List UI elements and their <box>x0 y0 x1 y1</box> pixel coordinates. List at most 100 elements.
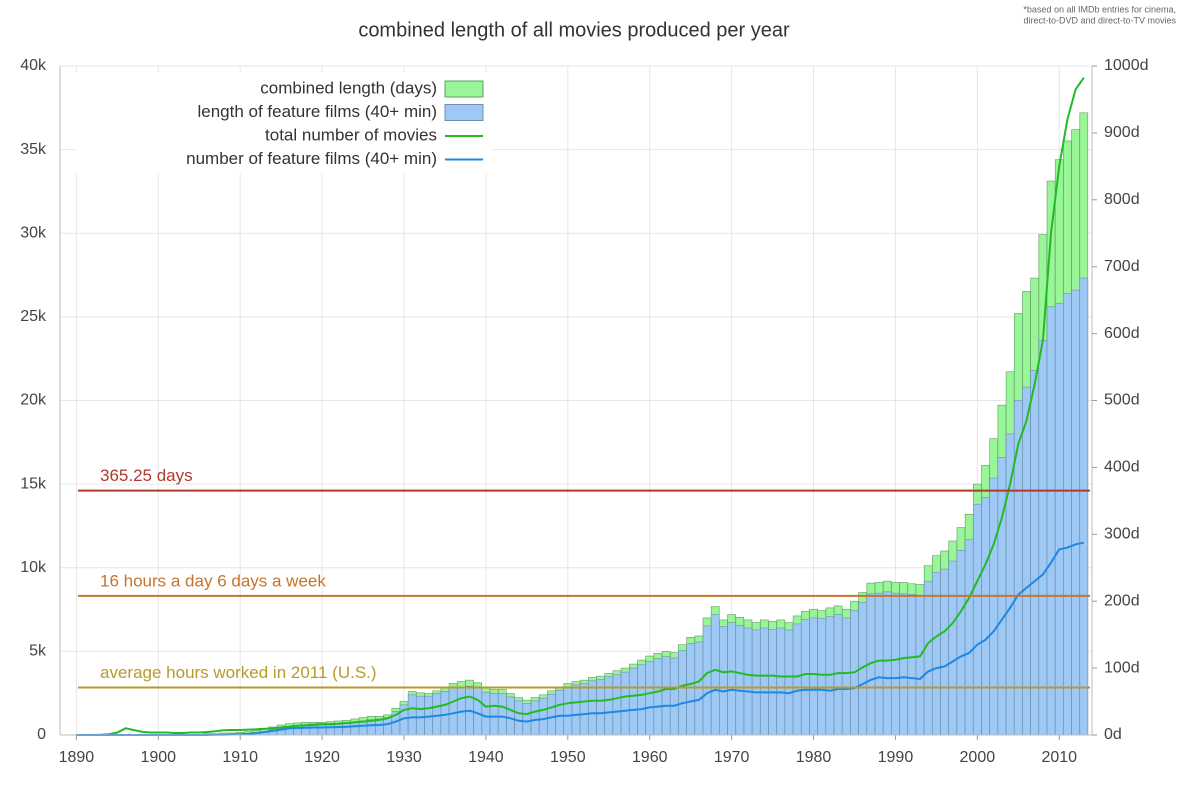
bar <box>661 656 671 736</box>
x-tick-label: 1970 <box>714 749 750 766</box>
y-tick-label: 5k <box>29 643 47 660</box>
legend: combined length (days) length of feature … <box>75 72 493 174</box>
x-tick-label: 1940 <box>468 749 504 766</box>
legend-swatch <box>444 80 484 98</box>
x-tick-label: 2010 <box>1041 749 1077 766</box>
bar <box>915 594 925 736</box>
line <box>76 77 1085 736</box>
bar <box>1046 306 1056 736</box>
bar <box>375 718 384 736</box>
y-tick-label: 10k <box>20 559 47 576</box>
bar <box>801 618 810 736</box>
bar <box>817 618 827 736</box>
bar <box>358 720 368 736</box>
bar <box>489 693 499 736</box>
y2-tick-label: 700d <box>1104 258 1140 275</box>
y2-tick-label: 900d <box>1104 124 1140 141</box>
y-tick-label: 15k <box>20 475 47 492</box>
y2-tick-label: 400d <box>1104 459 1140 476</box>
bar <box>989 477 999 736</box>
y2-tick-label: 600d <box>1104 325 1140 342</box>
bar <box>768 628 777 736</box>
chart-title: combined length of all movies produced p… <box>358 19 790 41</box>
bar <box>694 641 704 736</box>
x-tick-label: 1900 <box>140 749 176 766</box>
bar <box>588 680 597 736</box>
x-tick-label: 1960 <box>632 749 668 766</box>
x-tick-label: 1950 <box>550 749 586 766</box>
y-tick-label: 35k <box>20 141 47 158</box>
legend-label: combined length (days) <box>260 78 437 97</box>
bar <box>751 629 761 736</box>
bar <box>719 626 728 736</box>
bar <box>506 696 515 736</box>
y2-tick-label: 300d <box>1104 526 1140 543</box>
legend-box <box>75 72 493 174</box>
bar <box>678 650 687 736</box>
bar <box>620 671 630 736</box>
bar <box>1054 303 1064 736</box>
bar <box>1071 289 1080 736</box>
x-tick-label: 1930 <box>386 749 422 766</box>
bar <box>735 624 745 736</box>
bar <box>579 683 589 736</box>
y-tick-label: 30k <box>20 224 47 241</box>
y2-tick-label: 0d <box>1104 726 1122 743</box>
annotation-label: average hours worked in 2011 (U.S.) <box>100 663 377 682</box>
y-tick-label: 40k <box>20 57 47 74</box>
bar <box>702 625 712 736</box>
bar <box>1038 339 1048 736</box>
bar <box>841 617 851 736</box>
bar <box>407 694 417 736</box>
bar <box>481 691 491 736</box>
bar <box>1063 293 1072 736</box>
lines <box>76 77 1085 736</box>
annotation-label: 16 hours a day 6 days a week <box>100 571 326 590</box>
bar <box>964 539 974 736</box>
x-tick-label: 1990 <box>878 749 914 766</box>
y2-tick-label: 800d <box>1104 191 1140 208</box>
bar <box>784 629 794 736</box>
bar <box>948 560 958 736</box>
bar <box>956 550 966 736</box>
bar <box>432 693 442 736</box>
bar <box>882 591 892 736</box>
bar <box>1079 277 1089 736</box>
bar <box>743 627 753 736</box>
bar <box>899 593 908 736</box>
y2-tick-label: 1000d <box>1104 57 1149 74</box>
footnote: direct-to-DVD and direct-to-TV movies <box>1023 15 1176 25</box>
bars <box>121 112 1089 736</box>
footnote: *based on all IMDb entries for cinema, <box>1023 4 1176 14</box>
bar <box>514 700 523 736</box>
bar <box>981 497 990 736</box>
line <box>76 541 1084 736</box>
bar <box>809 617 818 736</box>
y-tick-label: 20k <box>20 392 47 409</box>
bar <box>334 723 343 736</box>
bar <box>645 661 655 736</box>
bar <box>710 614 720 736</box>
bar <box>547 693 556 736</box>
bar <box>604 676 614 736</box>
x-tick-label: 1910 <box>222 749 258 766</box>
bar <box>1030 370 1039 736</box>
bar <box>776 627 786 736</box>
bar <box>448 687 458 736</box>
bar <box>686 643 695 736</box>
bar <box>833 614 843 736</box>
legend-swatch <box>444 104 484 121</box>
y2-tick-label: 500d <box>1104 392 1140 409</box>
bar <box>612 674 622 736</box>
legend-label: length of feature films (40+ min) <box>197 102 437 121</box>
x-tick-label: 2000 <box>960 749 996 766</box>
bar <box>940 568 949 736</box>
bar <box>637 664 646 736</box>
x-tick-label: 1890 <box>59 749 95 766</box>
bar <box>563 686 573 736</box>
bar <box>629 667 638 736</box>
bar <box>497 693 507 736</box>
bar <box>440 691 450 736</box>
